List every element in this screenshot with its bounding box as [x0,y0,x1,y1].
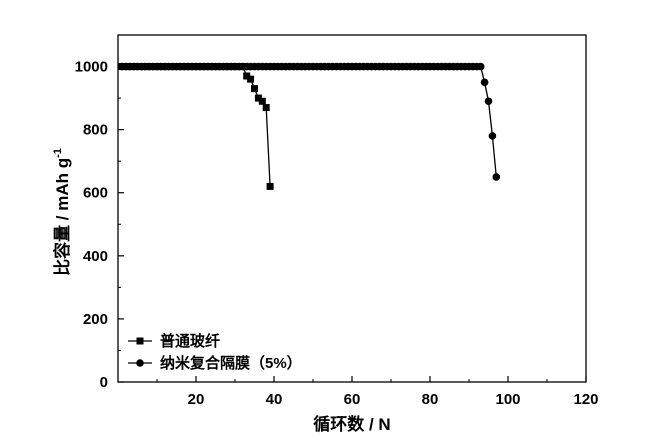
data-point [243,72,251,80]
y-tick-label: 400 [83,248,108,265]
data-point [251,85,258,93]
series-line [121,65,271,187]
x-tick-label: 20 [188,391,205,408]
plot-frame [117,34,587,383]
y-axis-title-superscript: -1 [52,148,64,158]
legend-item-1: 普通玻纤 [128,332,220,350]
legend-marker [136,337,144,345]
data-point [254,94,262,102]
y-axis-title: 比容量 / mAh g-1 [52,148,72,276]
x-tick-label: 60 [344,391,361,408]
data-point [266,182,274,190]
data-point [492,173,501,181]
x-tick-label: 80 [422,391,439,408]
y-tick-label: 200 [83,311,108,328]
data-point [476,62,485,71]
legend-item-2: 纳米复合隔膜（5%） [128,354,302,372]
y-tick-label: 800 [83,122,108,139]
y-tick-label: 0 [100,374,108,391]
legend-marker [136,359,144,367]
data-point [484,97,493,106]
y-tick-label: 1000 [75,59,108,76]
x-axis-title: 循环数 / N [313,414,390,434]
x-tick-label: 120 [573,391,598,408]
y-axis-title-main: 比容量 / mAh g [52,158,72,276]
x-tick-label: 40 [266,391,283,408]
data-point [258,97,266,105]
data-point [488,132,497,140]
data-point [480,78,489,87]
series-2 [118,62,501,181]
data-point [262,104,270,112]
x-tick-label: 100 [495,391,520,408]
data-point [247,75,255,83]
y-tick-label: 600 [83,185,108,202]
series-line [121,65,497,178]
legend-label: 纳米复合隔膜（5%） [160,354,302,372]
legend-label: 普通玻纤 [160,332,220,350]
series-1 [118,63,274,190]
